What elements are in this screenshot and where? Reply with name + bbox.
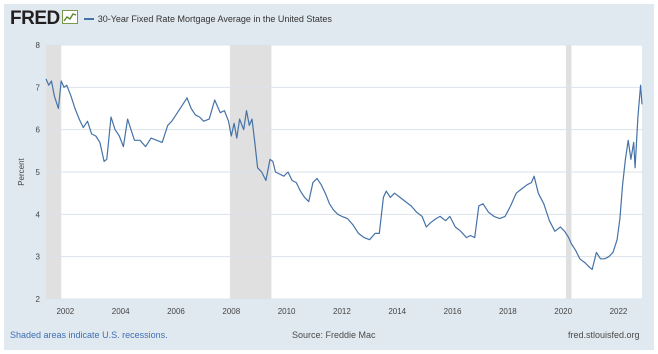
chart-header: FRED 30-Year Fixed Rate Mortgage Average… — [10, 8, 332, 30]
y-tick-label: 5 — [36, 168, 41, 177]
site-link[interactable]: fred.stlouisfed.org — [568, 330, 640, 340]
x-tick-label: 2020 — [554, 307, 572, 316]
y-tick-label: 7 — [36, 83, 41, 92]
y-tick-label: 8 — [36, 41, 41, 50]
x-tick-label: 2008 — [222, 307, 240, 316]
y-tick-label: 2 — [36, 295, 41, 304]
series-title[interactable]: 30-Year Fixed Rate Mortgage Average in t… — [97, 14, 332, 24]
x-tick-label: 2012 — [333, 307, 351, 316]
chart-line-icon — [61, 9, 78, 29]
x-tick-label: 2004 — [112, 307, 130, 316]
y-tick-label: 3 — [36, 253, 41, 262]
recession-note: Shaded areas indicate U.S. recessions. — [10, 330, 168, 340]
line-chart: 2 3 4 5 6 7 8 2002 2004 2006 2008 2010 2012 2014 2016… — [17, 41, 643, 316]
series-line — [45, 78, 643, 270]
legend-line-swatch — [83, 18, 94, 20]
x-tick-label: 2002 — [56, 307, 74, 316]
x-tick-label: 2022 — [610, 307, 628, 316]
fred-logo[interactable]: FRED — [10, 8, 60, 29]
x-tick-label: 2006 — [167, 307, 185, 316]
x-tick-label: 2016 — [444, 307, 462, 316]
y-tick-label: 4 — [36, 210, 41, 219]
y-tick-label: 6 — [36, 126, 41, 135]
x-tick-label: 2014 — [388, 307, 406, 316]
source-note: Source: Freddie Mac — [292, 330, 376, 340]
y-axis-label: Percent — [17, 157, 26, 185]
x-tick-label: 2018 — [499, 307, 517, 316]
x-tick-label: 2010 — [278, 307, 296, 316]
